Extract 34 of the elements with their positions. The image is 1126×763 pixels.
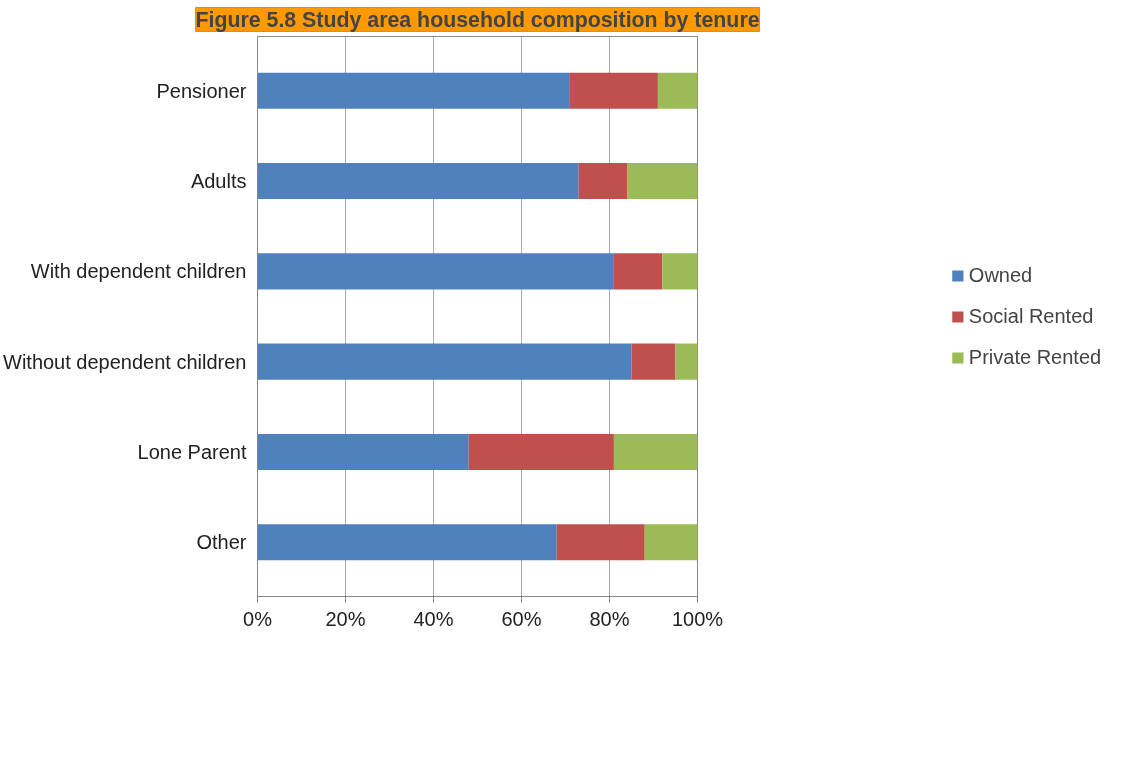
bar	[662, 253, 698, 290]
x-tick-label: 100%	[671, 607, 724, 630]
x-tick-label: 40%	[413, 607, 454, 630]
x-tick-label: 0%	[243, 607, 273, 630]
y-tick-label: Lone Parent	[137, 440, 247, 463]
y-tick-label: Other	[196, 531, 247, 554]
x-tick-label: 80%	[589, 607, 630, 630]
y-tick-label: Pensioner	[156, 79, 247, 102]
bar	[257, 253, 614, 290]
bar	[257, 433, 469, 471]
bar	[644, 524, 698, 561]
y-tick-label: Adults	[190, 170, 247, 193]
legend-label: Private Rented	[968, 345, 1102, 369]
bar	[578, 162, 628, 200]
bar	[627, 162, 698, 200]
x-tick-label: 60%	[501, 607, 542, 630]
bar	[556, 524, 645, 561]
bar	[257, 524, 557, 561]
bar	[257, 162, 579, 200]
bar	[257, 72, 570, 109]
bar	[569, 72, 658, 109]
bar	[613, 433, 698, 471]
bar	[675, 343, 698, 380]
legend-label: Social Rented	[968, 304, 1094, 328]
bar	[468, 433, 614, 471]
y-tick-label: With dependent children	[30, 260, 247, 283]
y-tick-label: Without dependent children	[3, 350, 247, 373]
legend-label: Owned	[968, 263, 1033, 287]
x-tick-label: 20%	[325, 607, 366, 630]
bar	[613, 253, 663, 290]
bar	[631, 343, 676, 380]
bar	[657, 72, 698, 109]
bar	[257, 343, 632, 380]
chart-title: Figure 5.8 Study area household composition by tenure	[195, 7, 760, 32]
